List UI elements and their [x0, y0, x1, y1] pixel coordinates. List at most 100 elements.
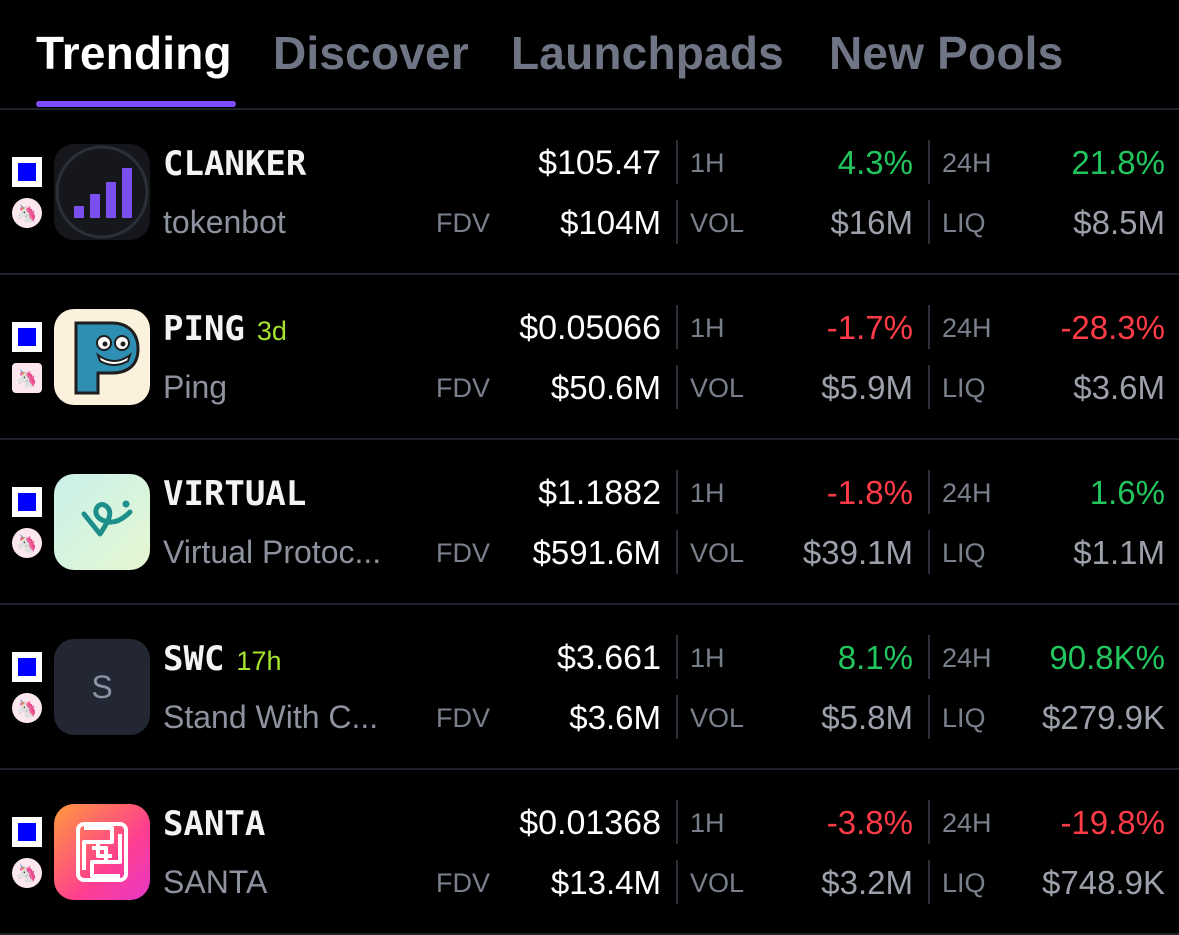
liquidity-label: LIQ	[942, 703, 986, 733]
change-1h-label: 1H	[690, 478, 725, 508]
column-divider	[928, 800, 930, 844]
tab-discover[interactable]: Discover	[273, 27, 469, 79]
token-fdv: $3.6M	[569, 699, 661, 736]
column-divider	[928, 530, 930, 574]
base-chain-icon	[12, 157, 42, 187]
token-symbol: VIRTUAL	[163, 474, 307, 514]
column-divider	[676, 530, 678, 574]
liquidity-value: $8.5M	[1073, 204, 1165, 241]
liquidity-value: $748.9K	[1042, 864, 1165, 901]
tab-new-pools[interactable]: New Pools	[829, 27, 1064, 79]
column-divider	[676, 860, 678, 904]
volume-label: VOL	[690, 538, 745, 568]
knot-pattern-icon	[54, 804, 150, 900]
fdv-label: FDV	[436, 373, 490, 403]
ping-p-face-icon	[54, 309, 150, 405]
volume-value: $39.1M	[802, 534, 913, 571]
volume-label: VOL	[690, 208, 745, 238]
fdv-label: FDV	[436, 538, 490, 568]
column-divider	[676, 800, 678, 844]
uniswap-icon: 🦄	[12, 858, 42, 888]
column-divider	[676, 140, 678, 184]
change-24h-value: 21.8%	[1071, 144, 1165, 181]
liquidity-value: $279.9K	[1042, 699, 1165, 736]
fdv-label: FDV	[436, 868, 490, 898]
token-name: Virtual Protoc...	[163, 534, 382, 570]
liquidity-label: LIQ	[942, 538, 986, 568]
fdv-label: FDV	[436, 208, 490, 238]
token-row[interactable]: 🦄 SANTA SANTA FDV $0.01368 $13.4M 1H VOL…	[0, 770, 1179, 935]
base-chain-icon	[12, 487, 42, 517]
token-row[interactable]: 🦄 CLANKER tokenbot FDV $105.47 $104M 1H …	[0, 110, 1179, 275]
column-divider	[676, 365, 678, 409]
volume-value: $16M	[830, 204, 913, 241]
tab-launchpads[interactable]: Launchpads	[511, 27, 784, 79]
change-24h-label: 24H	[942, 808, 992, 838]
uniswap-icon: 🦄	[12, 198, 42, 228]
volume-value: $5.9M	[821, 369, 913, 406]
change-24h-value: -19.8%	[1060, 804, 1165, 841]
change-24h-label: 24H	[942, 643, 992, 673]
liquidity-label: LIQ	[942, 373, 986, 403]
change-1h-label: 1H	[690, 313, 725, 343]
column-divider	[676, 200, 678, 244]
row-divider	[0, 438, 1179, 440]
change-24h-label: 24H	[942, 478, 992, 508]
uniswap-icon: 🦄	[12, 528, 42, 558]
change-24h-label: 24H	[942, 148, 992, 178]
letter-placeholder-icon: S	[54, 639, 150, 735]
change-1h-value: -3.8%	[826, 804, 913, 841]
change-24h-value: 1.6%	[1089, 474, 1165, 511]
change-1h-value: -1.7%	[826, 309, 913, 346]
token-price: $3.661	[557, 639, 661, 677]
column-divider	[928, 305, 930, 349]
uniswap-icon: 🦄	[12, 363, 42, 393]
active-tab-indicator	[36, 101, 236, 107]
tabs-divider	[0, 108, 1179, 110]
column-divider	[928, 200, 930, 244]
column-divider	[928, 365, 930, 409]
token-symbol: SWC 17h	[163, 639, 282, 679]
row-divider	[0, 768, 1179, 770]
volume-value: $3.2M	[821, 864, 913, 901]
token-symbol: SANTA	[163, 804, 266, 844]
token-row[interactable]: 🦄 PING 3d Ping FDV $0.05066 $50.6M 1H VOL…	[0, 275, 1179, 440]
volume-label: VOL	[690, 868, 745, 898]
token-fdv: $13.4M	[550, 864, 661, 901]
column-divider	[928, 635, 930, 679]
row-divider	[0, 273, 1179, 275]
column-divider	[928, 140, 930, 184]
change-1h-label: 1H	[690, 643, 725, 673]
token-price: $1.1882	[538, 474, 661, 512]
token-price: $0.01368	[519, 804, 661, 842]
virtual-swirl-icon	[54, 474, 150, 570]
token-row[interactable]: 🦄 VIRTUAL Virtual Protoc... FDV $1.1882 …	[0, 440, 1179, 605]
change-1h-label: 1H	[690, 148, 725, 178]
column-divider	[928, 470, 930, 514]
token-fdv: $591.6M	[532, 534, 661, 571]
column-divider	[676, 695, 678, 739]
token-name: tokenbot	[163, 204, 286, 240]
token-name: Stand With C...	[163, 699, 379, 735]
change-1h-value: 4.3%	[837, 144, 913, 181]
token-row[interactable]: 🦄 S SWC 17h Stand With C... FDV $3.661 $3…	[0, 605, 1179, 770]
fdv-label: FDV	[436, 703, 490, 733]
token-name: Ping	[163, 369, 228, 405]
change-24h-label: 24H	[942, 313, 992, 343]
token-symbol: PING 3d	[163, 309, 287, 349]
volume-label: VOL	[690, 703, 745, 733]
change-1h-value: 8.1%	[837, 639, 913, 676]
volume-value: $5.8M	[821, 699, 913, 736]
tab-trending[interactable]: Trending	[36, 27, 232, 79]
token-age: 3d	[256, 316, 287, 346]
base-chain-icon	[12, 322, 42, 352]
column-divider	[676, 635, 678, 679]
token-price: $0.05066	[519, 309, 661, 347]
base-chain-icon	[12, 817, 42, 847]
tab-bar: Trending Discover Launchpads New Pools	[0, 0, 1179, 110]
column-divider	[676, 305, 678, 349]
token-price: $105.47	[538, 144, 661, 182]
change-1h-label: 1H	[690, 808, 725, 838]
bar-chart-icon	[54, 144, 150, 240]
liquidity-label: LIQ	[942, 868, 986, 898]
